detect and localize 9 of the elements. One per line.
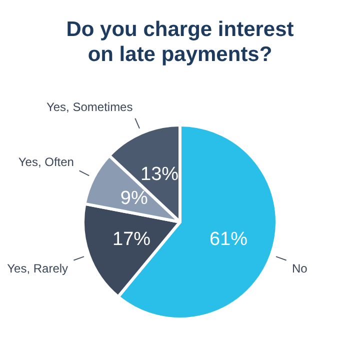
data-label: 61% [209, 228, 248, 250]
data-label: 17% [112, 228, 151, 250]
data-label: 13% [140, 164, 179, 186]
slice-label: Yes, Rarely [7, 261, 68, 276]
chart-title: Do you charge interest on late payments? [66, 18, 294, 66]
slice-label: Yes, Often [18, 154, 74, 169]
data-label: 9% [120, 188, 148, 210]
slice-label: Yes, Sometimes [46, 100, 133, 114]
slice-label: No [292, 261, 308, 276]
